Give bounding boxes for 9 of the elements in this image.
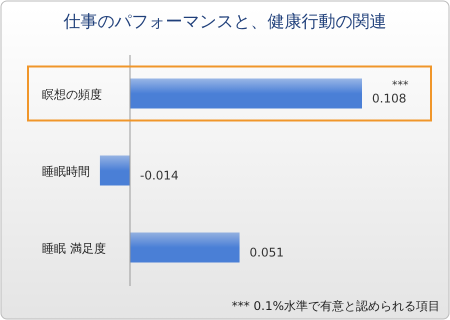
y-tick-label: 睡眠時間 <box>42 164 90 178</box>
data-label: 0.051 <box>250 246 284 260</box>
annotation: *** <box>392 78 409 92</box>
data-label: -0.014 <box>140 168 179 182</box>
y-tick-label: 瞑想の頻度 <box>42 88 102 102</box>
y-tick-label: 睡眠 満足度 <box>42 242 106 256</box>
chart-title: 仕事のパフォーマンスと、健康行動の関連 <box>62 12 386 32</box>
text: *** 0.1%水準で有意と認められる項目 <box>232 299 440 313</box>
data-label: 0.108 <box>372 92 406 106</box>
